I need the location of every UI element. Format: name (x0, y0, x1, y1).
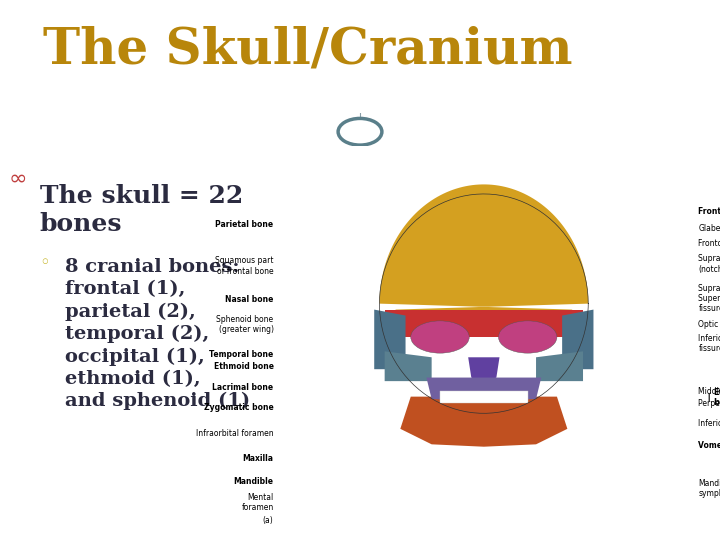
FancyBboxPatch shape (270, 117, 720, 507)
Wedge shape (411, 321, 469, 353)
Polygon shape (384, 352, 432, 381)
Text: Infraorbital foramen: Infraorbital foramen (196, 429, 274, 438)
Text: The Skull/Cranium: The Skull/Cranium (43, 25, 572, 75)
Text: ∞: ∞ (9, 168, 27, 188)
Text: Middle nasal concha: Middle nasal concha (698, 387, 720, 396)
Text: Supraorbital margin: Supraorbital margin (698, 284, 720, 293)
Polygon shape (468, 357, 500, 383)
Text: Ethmoid bone: Ethmoid bone (214, 362, 274, 371)
Text: Superior orbital
fissure: Superior orbital fissure (698, 294, 720, 313)
Wedge shape (498, 321, 557, 353)
Text: Inferior orbital
fissure: Inferior orbital fissure (698, 334, 720, 353)
Text: ◦: ◦ (40, 254, 50, 272)
Text: Mental
foramen: Mental foramen (241, 492, 274, 512)
Text: Nasal bone: Nasal bone (225, 295, 274, 304)
Text: Ethmold
bone: Ethmold bone (713, 388, 720, 407)
Text: Parietal bone: Parietal bone (215, 220, 274, 228)
Text: Glabella: Glabella (698, 224, 720, 233)
Polygon shape (384, 309, 583, 337)
Text: Mandibular
symphysis: Mandibular symphysis (698, 479, 720, 498)
Polygon shape (374, 309, 405, 369)
Text: The skull = 22
bones: The skull = 22 bones (40, 184, 243, 236)
Polygon shape (400, 397, 567, 447)
Text: Frontal bone: Frontal bone (698, 207, 720, 216)
Text: Squamous part
of frontal bone: Squamous part of frontal bone (215, 256, 274, 275)
Polygon shape (562, 309, 593, 369)
Polygon shape (536, 352, 583, 381)
Text: Maxilla: Maxilla (243, 454, 274, 463)
Text: Temporal bone: Temporal bone (210, 350, 274, 359)
Polygon shape (426, 377, 541, 401)
Text: Lacrimal bone: Lacrimal bone (212, 383, 274, 393)
Text: 8 cranial bones:
frontal (1),
parietal (2),
temporal (2),
occipital (1),
ethmoid: 8 cranial bones: frontal (1), parietal (… (65, 258, 250, 410)
Text: Sphenoid bone
(greater wing): Sphenoid bone (greater wing) (217, 315, 274, 334)
Text: Supraorbital foramen
(notch): Supraorbital foramen (notch) (698, 254, 720, 274)
Text: Optic canal: Optic canal (698, 320, 720, 329)
Text: Frontonasal suture: Frontonasal suture (698, 239, 720, 248)
Polygon shape (379, 185, 588, 321)
Text: Zygomatic bone: Zygomatic bone (204, 403, 274, 412)
Text: (a): (a) (263, 516, 274, 525)
FancyBboxPatch shape (440, 390, 528, 403)
Text: Inferior nasal concha: Inferior nasal concha (698, 419, 720, 428)
Text: Vomer bone: Vomer bone (698, 441, 720, 450)
Text: Mandible: Mandible (233, 477, 274, 486)
Text: Perpendicular plate: Perpendicular plate (698, 399, 720, 408)
